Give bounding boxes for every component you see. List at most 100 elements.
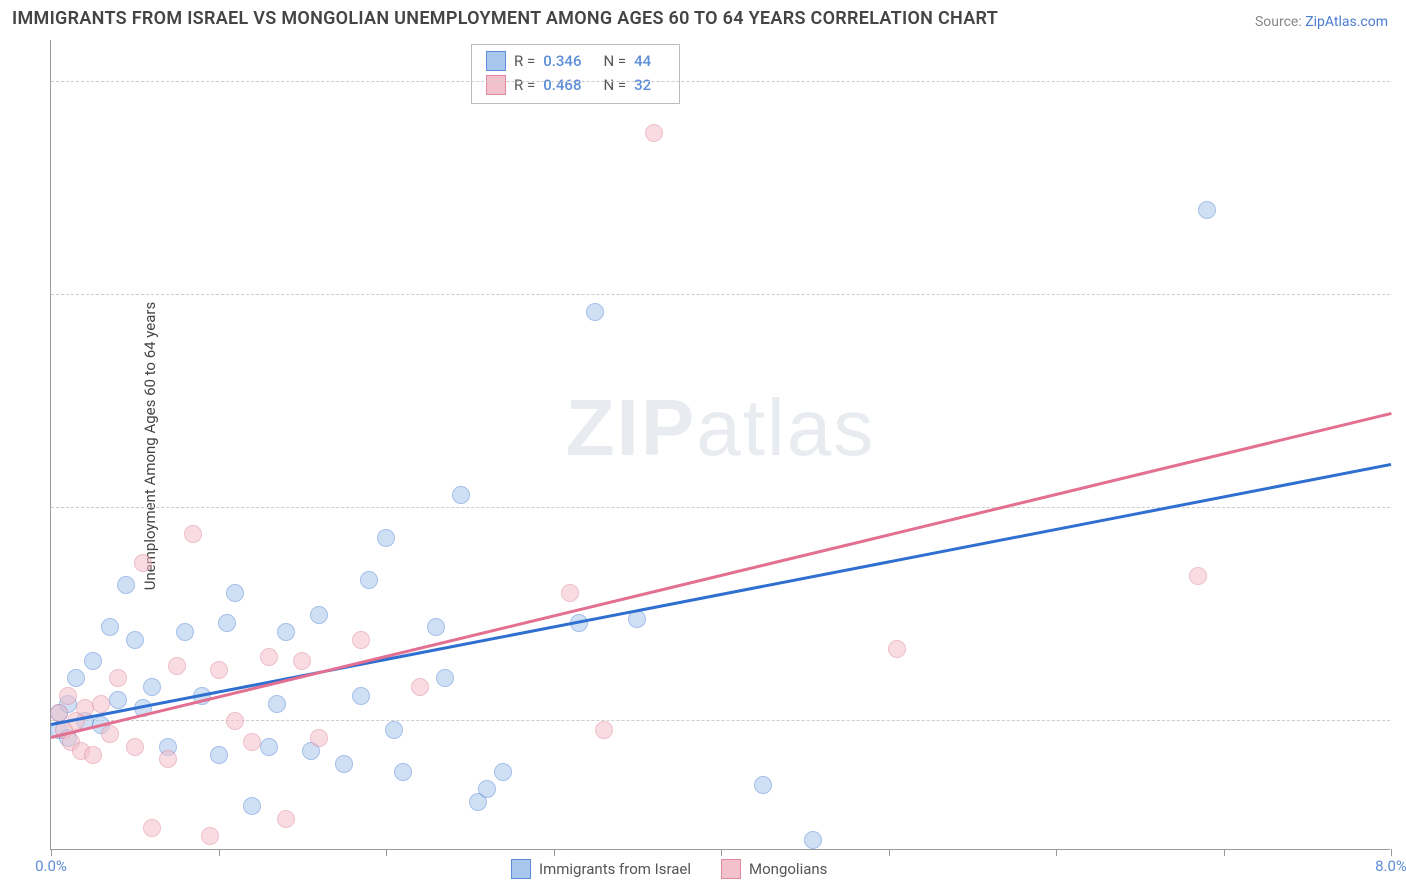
data-point-mongolian — [184, 525, 202, 543]
data-point-israel — [101, 618, 119, 636]
y-tick-label: 5.0% — [1395, 694, 1406, 712]
data-point-israel — [243, 797, 261, 815]
data-point-israel — [452, 486, 470, 504]
data-point-israel — [260, 738, 278, 756]
trendline-israel — [51, 463, 1391, 726]
data-point-mongolian — [201, 827, 219, 845]
swatch-israel — [486, 51, 506, 71]
data-point-israel — [427, 618, 445, 636]
data-point-israel — [352, 687, 370, 705]
scatter-plot-area: ZIPatlas R = 0.346 N = 44 R = 0.468 N = … — [50, 40, 1390, 850]
n-label: N = — [603, 52, 626, 70]
swatch-mongolian — [486, 75, 506, 95]
data-point-israel — [586, 303, 604, 321]
data-point-israel — [1198, 201, 1216, 219]
swatch-mongolian — [721, 859, 741, 879]
data-point-mongolian — [411, 678, 429, 696]
correlation-legend: R = 0.346 N = 44 R = 0.468 N = 32 — [471, 44, 680, 104]
data-point-mongolian — [50, 704, 68, 722]
gridline-h — [51, 81, 1390, 82]
data-point-mongolian — [59, 687, 77, 705]
data-point-mongolian — [101, 725, 119, 743]
data-point-mongolian — [1189, 567, 1207, 585]
data-point-israel — [67, 669, 85, 687]
data-point-israel — [394, 763, 412, 781]
gridline-h — [51, 294, 1390, 295]
x-tick — [889, 849, 890, 856]
gridline-h — [51, 507, 1390, 508]
x-tick — [554, 849, 555, 856]
data-point-israel — [335, 755, 353, 773]
legend-item-israel: Immigrants from Israel — [511, 859, 691, 879]
x-tick — [51, 849, 52, 856]
gridline-h — [51, 720, 1390, 721]
source-attribution: Source: ZipAtlas.com — [1255, 14, 1388, 30]
data-point-israel — [226, 584, 244, 602]
data-point-mongolian — [134, 554, 152, 572]
x-tick — [1224, 849, 1225, 856]
data-point-israel — [176, 623, 194, 641]
chart-title: IMMIGRANTS FROM ISRAEL VS MONGOLIAN UNEM… — [12, 8, 998, 29]
n-label: N = — [603, 76, 626, 94]
source-link[interactable]: ZipAtlas.com — [1305, 14, 1388, 30]
data-point-israel — [143, 678, 161, 696]
data-point-mongolian — [310, 729, 328, 747]
watermark-bold: ZIP — [566, 383, 696, 472]
x-tick-label: 0.0% — [35, 857, 67, 875]
swatch-israel — [511, 859, 531, 879]
data-point-mongolian — [645, 124, 663, 142]
x-tick — [386, 849, 387, 856]
data-point-mongolian — [126, 738, 144, 756]
x-tick — [219, 849, 220, 856]
source-prefix: Source: — [1255, 14, 1305, 30]
series-label-mongolian: Mongolians — [749, 860, 827, 878]
y-tick-label: 10.0% — [1395, 481, 1406, 499]
data-point-mongolian — [260, 648, 278, 666]
n-value-mongolian: 32 — [634, 76, 651, 94]
y-tick-label: 15.0% — [1395, 268, 1406, 286]
data-point-israel — [360, 571, 378, 589]
data-point-israel — [210, 746, 228, 764]
data-point-israel — [126, 631, 144, 649]
data-point-mongolian — [595, 721, 613, 739]
x-tick — [721, 849, 722, 856]
series-label-israel: Immigrants from Israel — [539, 860, 691, 878]
data-point-israel — [754, 776, 772, 794]
r-label: R = — [514, 52, 535, 70]
data-point-israel — [84, 652, 102, 670]
data-point-israel — [109, 691, 127, 709]
y-tick-label: 20.0% — [1395, 55, 1406, 73]
data-point-mongolian — [352, 631, 370, 649]
data-point-mongolian — [888, 640, 906, 658]
data-point-mongolian — [226, 712, 244, 730]
legend-row-mongolian: R = 0.468 N = 32 — [486, 73, 665, 97]
data-point-mongolian — [561, 584, 579, 602]
data-point-mongolian — [293, 652, 311, 670]
data-point-mongolian — [143, 819, 161, 837]
data-point-israel — [436, 669, 454, 687]
data-point-israel — [117, 576, 135, 594]
x-tick — [1056, 849, 1057, 856]
watermark: ZIPatlas — [566, 382, 875, 474]
series-legend: Immigrants from Israel Mongolians — [511, 859, 827, 879]
r-value-israel: 0.346 — [543, 52, 581, 70]
watermark-light: atlas — [696, 383, 875, 472]
x-tick-label: 8.0% — [1375, 857, 1406, 875]
data-point-israel — [310, 606, 328, 624]
r-label: R = — [514, 76, 535, 94]
r-value-mongolian: 0.468 — [543, 76, 581, 94]
data-point-mongolian — [159, 750, 177, 768]
data-point-israel — [377, 529, 395, 547]
data-point-israel — [268, 695, 286, 713]
data-point-mongolian — [210, 661, 228, 679]
data-point-israel — [277, 623, 295, 641]
x-tick — [1391, 849, 1392, 856]
n-value-israel: 44 — [634, 52, 651, 70]
legend-row-israel: R = 0.346 N = 44 — [486, 49, 665, 73]
data-point-mongolian — [84, 746, 102, 764]
legend-item-mongolian: Mongolians — [721, 859, 827, 879]
data-point-israel — [494, 763, 512, 781]
data-point-mongolian — [92, 695, 110, 713]
data-point-israel — [218, 614, 236, 632]
data-point-mongolian — [168, 657, 186, 675]
